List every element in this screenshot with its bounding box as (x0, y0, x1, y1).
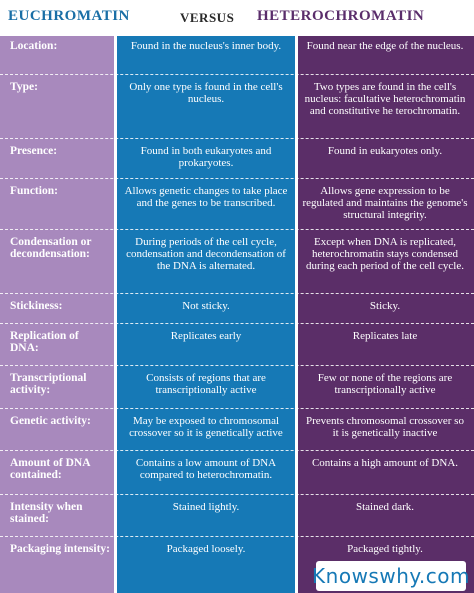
heterochromatin-cell: Stained dark. (355, 501, 415, 513)
header-versus: VERSUS (180, 10, 235, 25)
euchromatin-cell: Replicates early (170, 330, 242, 342)
euchromatin-column (115, 36, 296, 593)
row-divider (0, 323, 474, 324)
euchromatin-cell: During periods of the cell cycle, conden… (126, 236, 286, 272)
row-divider (0, 138, 474, 139)
row-label: Location: (10, 40, 58, 52)
heterochromatin-cell: Packaged tightly. (347, 543, 423, 555)
row-divider (0, 494, 474, 495)
row-label: Amount of DNA contained: (10, 457, 90, 481)
heterochromatin-cell: Allows gene expression to be regulated a… (302, 185, 468, 221)
header: EUCHROMATIN VERSUS HETEROCHROMATIN (0, 0, 474, 36)
column-separator (114, 36, 117, 593)
row-divider (0, 74, 474, 75)
column-separator (295, 36, 298, 593)
header-right-title: HETEROCHROMATIN (257, 8, 425, 24)
euchromatin-cell: Found in both eukaryotes and prokaryotes… (140, 145, 272, 169)
row-label: Condensation or decondensation: (10, 236, 92, 260)
label-column (0, 36, 115, 593)
comparison-table: Location: Found in the nucleus's inner b… (0, 36, 474, 593)
row-label: Transcriptional activity: (10, 372, 87, 396)
row-divider (0, 293, 474, 294)
row-divider (0, 450, 474, 451)
heterochromatin-cell: Prevents chromosomal crossover so it is … (306, 415, 464, 439)
heterochromatin-column (296, 36, 474, 593)
heterochromatin-cell: Sticky. (369, 300, 401, 312)
row-label: Packaging intensity: (10, 543, 110, 555)
euchromatin-cell: Consists of regions that are transcripti… (146, 372, 266, 396)
header-left-title: EUCHROMATIN (8, 8, 130, 24)
row-divider (0, 536, 474, 537)
euchromatin-cell: Only one type is found in the cell's nuc… (129, 81, 283, 105)
row-label: Stickiness: (10, 300, 63, 312)
brand-text: Knowswhy.com (312, 564, 470, 588)
row-label: Intensity when stained: (10, 501, 83, 525)
brand-logo: Knowswhy.com (312, 561, 469, 591)
euchromatin-cell: Stained lightly. (172, 501, 240, 513)
euchromatin-cell: Allows genetic changes to take place and… (124, 185, 288, 209)
row-divider (0, 229, 474, 230)
heterochromatin-cell: Few or none of the regions are transcrip… (317, 372, 453, 396)
row-divider (0, 365, 474, 366)
row-label: Genetic activity: (10, 415, 91, 427)
euchromatin-cell: Packaged loosely. (166, 543, 246, 555)
euchromatin-cell: Contains a low amount of DNA compared to… (135, 457, 277, 481)
row-divider (0, 178, 474, 179)
row-label: Function: (10, 185, 58, 197)
euchromatin-cell: Found in the nucleus's inner body. (130, 40, 282, 52)
row-label: Type: (10, 81, 38, 93)
heterochromatin-cell: Contains a high amount of DNA. (311, 457, 459, 469)
heterochromatin-cell: Replicates late (352, 330, 418, 342)
row-label: Replication of DNA: (10, 330, 79, 354)
row-divider (0, 408, 474, 409)
heterochromatin-cell: Found near the edge of the nucleus. (306, 40, 464, 52)
row-label: Presence: (10, 145, 58, 157)
heterochromatin-cell: Found in eukaryotes only. (327, 145, 443, 157)
euchromatin-cell: May be exposed to chromosomal crossover … (129, 415, 283, 439)
heterochromatin-cell: Two types are found in the cell's nucleu… (304, 81, 466, 117)
euchromatin-cell: Not sticky. (182, 300, 230, 312)
heterochromatin-cell: Except when DNA is replicated, heterochr… (306, 236, 464, 272)
